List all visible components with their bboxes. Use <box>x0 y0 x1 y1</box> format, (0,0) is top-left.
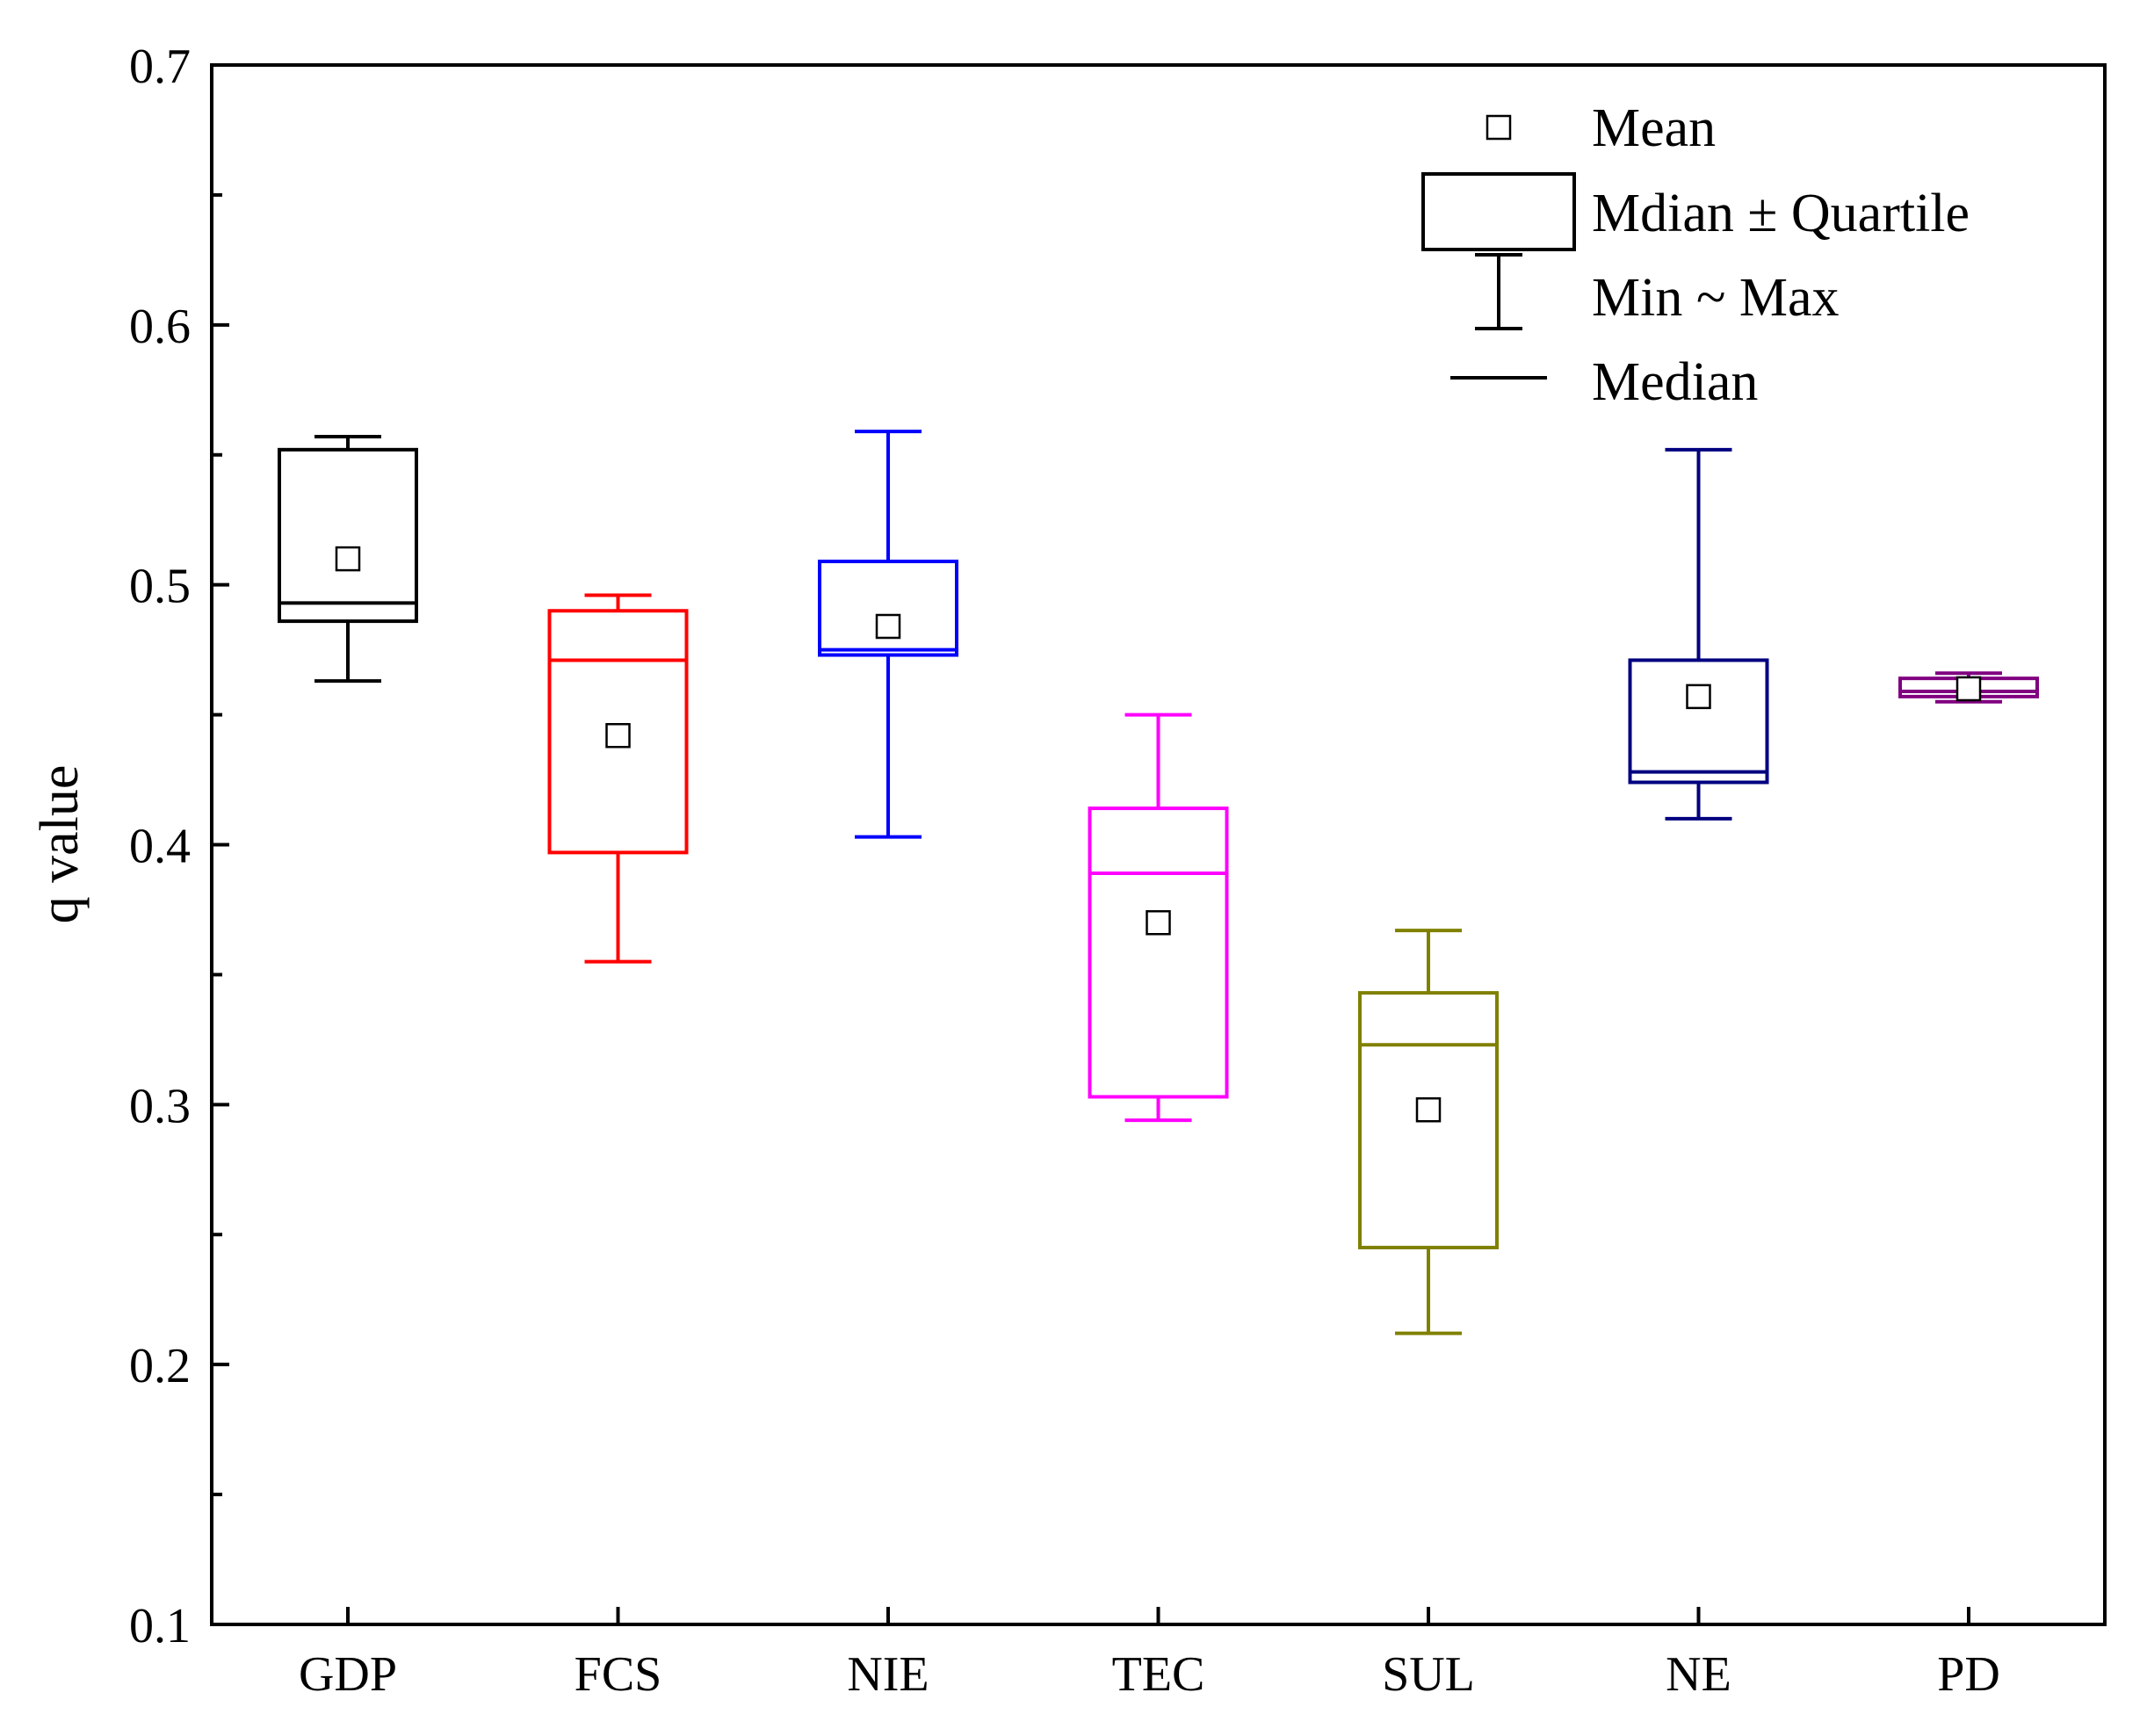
quartile-box <box>547 609 689 855</box>
x-tick-label: FCS <box>575 1647 662 1702</box>
box-pd <box>1898 671 2039 704</box>
y-tick-label: 0.6 <box>129 300 191 354</box>
mean-marker <box>1955 676 1982 702</box>
x-tick-label: GDP <box>299 1647 397 1702</box>
quartile-box <box>1088 807 1229 1099</box>
quartile-box <box>278 447 418 624</box>
mean-marker <box>1415 1097 1442 1123</box>
mean-marker <box>875 613 901 640</box>
legend-label-box: Mdian ± Quartile <box>1592 184 1970 243</box>
plot-frame <box>210 63 2107 1626</box>
box-tec <box>1088 712 1229 1123</box>
x-tick-label: NIE <box>847 1647 929 1702</box>
y-axis: 0.1 0.2 0.3 0.4 0.5 0.6 0.7 <box>129 40 229 1653</box>
y-tick-label: 0.1 <box>129 1599 191 1653</box>
box-ne <box>1628 447 1769 821</box>
legend-label-range: Min ~ Max <box>1592 268 1840 328</box>
x-tick-label: PD <box>1937 1647 2000 1702</box>
quartile-box <box>818 560 958 657</box>
mean-marker <box>605 723 631 749</box>
mean-marker <box>1146 910 1171 936</box>
y-tick-label: 0.3 <box>129 1079 191 1133</box>
legend-box-symbol <box>1421 172 1576 251</box>
box-nie <box>818 430 958 839</box>
quartile-box <box>1358 991 1499 1250</box>
x-tick-label: NE <box>1666 1647 1731 1702</box>
legend-mean-symbol <box>1486 114 1512 141</box>
quartile-box <box>1628 658 1769 785</box>
x-axis: GDP FCS NIE TEC SUL NE PD <box>299 1607 2000 1702</box>
legend-label-median: Median <box>1592 352 1758 412</box>
box-series-group <box>278 430 2039 1335</box>
box-sul <box>1358 929 1499 1335</box>
y-tick-label: 0.7 <box>129 40 191 94</box>
mean-marker <box>335 546 361 572</box>
legend-label-mean: Mean <box>1592 98 1716 158</box>
mean-marker <box>1686 684 1711 710</box>
box-gdp <box>278 435 418 684</box>
x-tick-label: SUL <box>1382 1647 1475 1702</box>
legend: Mean Mdian ± Quartile Min ~ Max Median <box>1421 98 1970 412</box>
y-tick-label: 0.5 <box>129 560 191 614</box>
x-tick-label: TEC <box>1112 1647 1205 1702</box>
y-tick-label: 0.4 <box>129 820 191 874</box>
box-fcs <box>547 593 689 964</box>
y-axis-label: q value <box>30 765 90 924</box>
y-tick-label: 0.2 <box>129 1339 191 1393</box>
